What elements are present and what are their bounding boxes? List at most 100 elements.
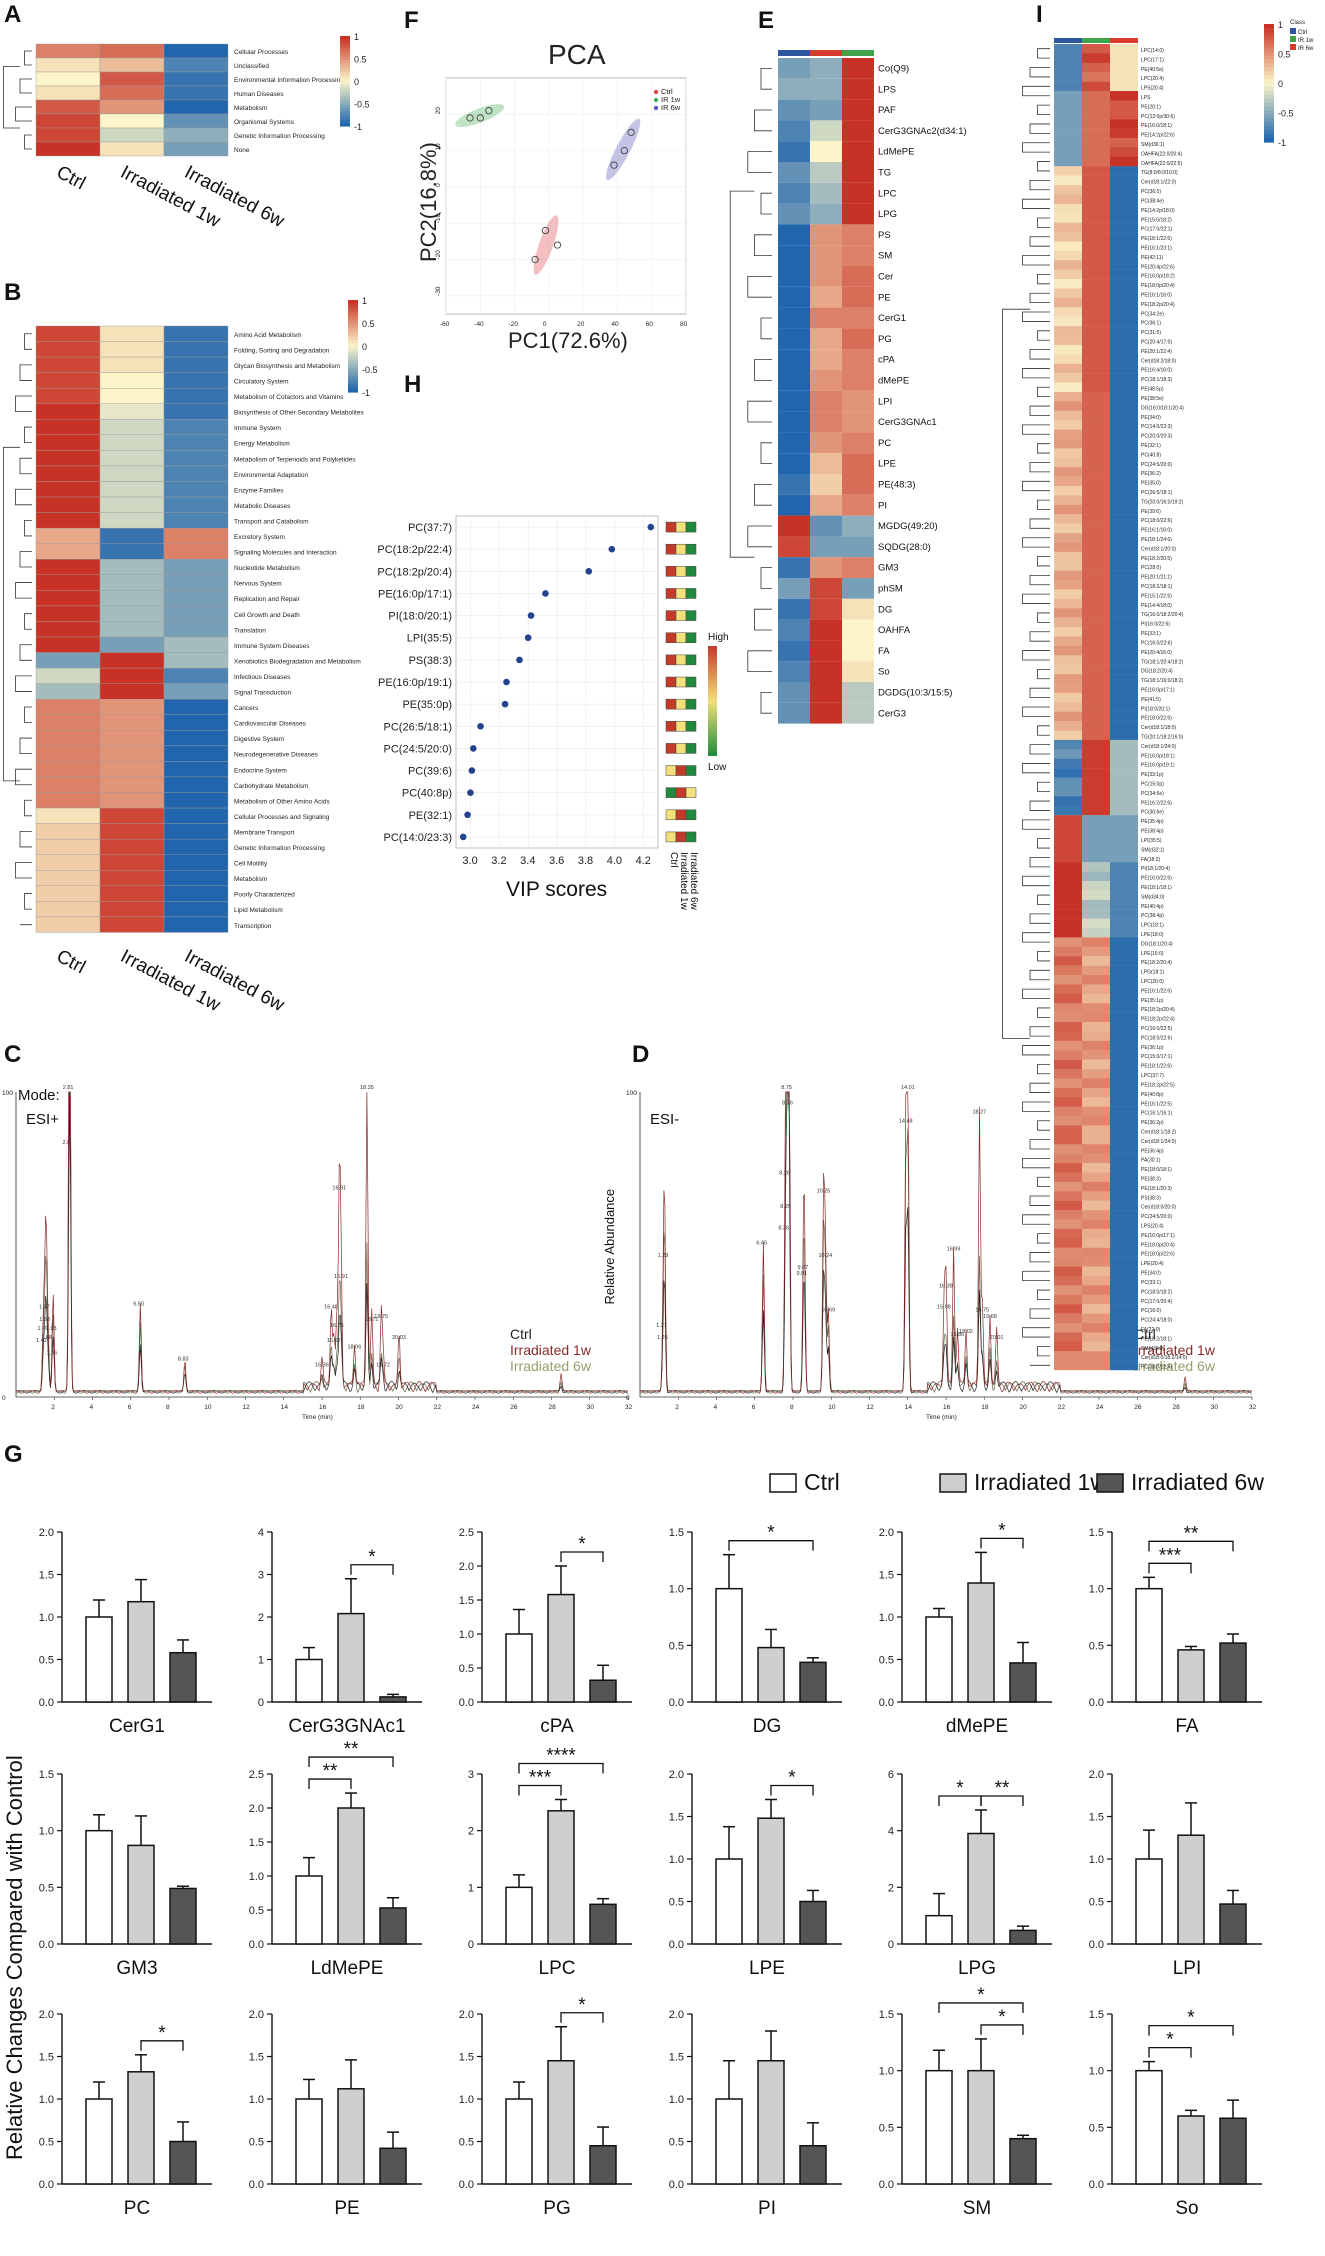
heatmap-cell [35,543,101,560]
bar-ctrl [505,2098,533,2185]
heatmap-cell [99,667,165,684]
heatmap-cell [35,776,101,793]
heatmap-cell [1054,391,1082,402]
heatmap-cell [1110,542,1138,553]
heatmap-cell [99,496,165,513]
heatmap-a-scale-step [340,108,350,112]
heatmap-cell [163,113,229,129]
heatmap-cell [1110,1144,1138,1154]
heatmap-cell [1082,1163,1110,1173]
heatmap-cell [1054,871,1082,882]
heatmap-row-label: SM(d36:0) [1141,1346,1165,1352]
heatmap-cell [778,182,810,204]
heatmap-cell [1082,1360,1110,1371]
peak-label: 1.49 [37,1326,48,1332]
y-tick-label: 0.0 [459,1697,474,1709]
category-label: PC(18:2p/20:4) [377,566,452,578]
bar-irradiated-6w [1009,2137,1037,2185]
heatmap-cell [163,776,229,793]
heatmap-cell [1054,175,1082,186]
heatmap-a-scale-step [340,63,350,67]
bar-irradiated-6w [589,2145,617,2185]
heatmap-cell [1082,871,1110,882]
y-tick-label: 100 [626,1090,637,1097]
heatmap-column-label: Ctrl [53,162,89,194]
y-tick-label: 1.0 [1089,1584,1104,1596]
peak-label: 8.26 [779,1170,790,1176]
y-tick-label: 100 [2,1090,13,1097]
y-tick-label: 0 [258,1697,264,1709]
heatmap-cell [1082,222,1110,233]
heatmap-cell [163,465,229,482]
heatmap-i-scale-step [1264,79,1274,84]
heatmap-cell [1082,965,1110,976]
heatmap-cell [99,113,165,129]
group-cell [675,521,687,533]
y-tick-label: 2 [258,1612,264,1624]
group-cell [675,787,687,798]
y-tick-label: 1.0 [39,1612,54,1624]
heatmap-row-label: PE(48:5p) [1141,387,1164,393]
significance-bracket [1148,2046,1192,2058]
heatmap-e: Co(Q9) LPS PAF CerG3GNAc2(d34:1) LdMePE TG LPC… [729,50,967,724]
peak-label: 15.98 [937,1305,951,1311]
heatmap-row-label: Cer(d18:1/18:0) [1141,725,1176,731]
significance-label: * [998,1520,1006,1541]
heatmap-a-scale-tick: 1 [354,32,359,42]
heatmap-cell [163,559,229,576]
heatmap-cell [1054,1351,1082,1361]
heatmap-cell [1082,768,1110,778]
heatmap-cell [1110,777,1138,788]
vip-point [524,634,532,642]
heatmap-cell [35,761,101,778]
heatmap-row-label: PE(16:1/16:0) [1141,293,1172,299]
heatmap-cell [1110,1341,1138,1352]
heatmap-cell [1054,185,1082,195]
group-bar [1082,38,1110,43]
heatmap-cell [1110,138,1138,148]
heatmap-b-scale-step [348,346,358,350]
legend-swatch [1290,28,1296,34]
heatmap-cell [778,349,810,370]
heatmap-cell [1110,1238,1138,1248]
heatmap-cell [1082,326,1110,336]
x-tick-label: 8 [790,1404,794,1411]
heatmap-cell [1110,1031,1138,1042]
heatmap-cell [1054,166,1082,176]
bar-irradiated-1w [1177,1649,1205,1703]
heatmap-cell [1082,928,1110,938]
heatmap-cell [1110,1012,1138,1023]
peak-label: 1.42 [36,1338,47,1344]
heatmap-cell [1082,739,1110,750]
heatmap-cell [1110,1040,1138,1051]
heatmap-cell [1054,975,1082,985]
heatmap-cell [778,120,810,142]
y-tick-label: 1.0 [879,2066,894,2078]
heatmap-row-label: TG(20:0/16:0/19:2) [1141,499,1184,505]
heatmap-cell [1082,843,1110,853]
heatmap-cell [1110,1022,1138,1032]
mode-label: ESI- [650,1111,679,1128]
heatmap-cell [1054,768,1082,778]
heatmap-cell [1054,551,1082,562]
heatmap-cell [1110,993,1138,1004]
heatmap-cell [810,182,842,204]
heatmap-row-label: Circulatory System [234,379,289,386]
heatmap-row-label: Carbohydrate Metabolism [234,783,308,790]
heatmap-row-label: PC(18:0/22:6) [1141,1035,1172,1041]
group-cell [665,743,677,754]
heatmap-cell [99,559,165,576]
heatmap-cell [1110,918,1138,929]
heatmap-cell [1110,533,1138,543]
heatmap-cell [1054,316,1082,327]
heatmap-cell [1110,956,1138,966]
y-tick-label: 0.0 [879,2179,894,2191]
heatmap-cell [1054,457,1082,468]
heatmap-cell [1054,739,1082,750]
y-tick-label: 1.5 [1089,1527,1104,1539]
chromatogram-trace-ctrl [639,1091,1253,1394]
heatmap-row-label: PC(16:0/22:6) [1141,640,1172,646]
heatmap-cell [1082,833,1110,844]
heatmap-row-label: PC(20:0/20:3) [1141,434,1172,440]
heatmap-cell [1082,1304,1110,1314]
